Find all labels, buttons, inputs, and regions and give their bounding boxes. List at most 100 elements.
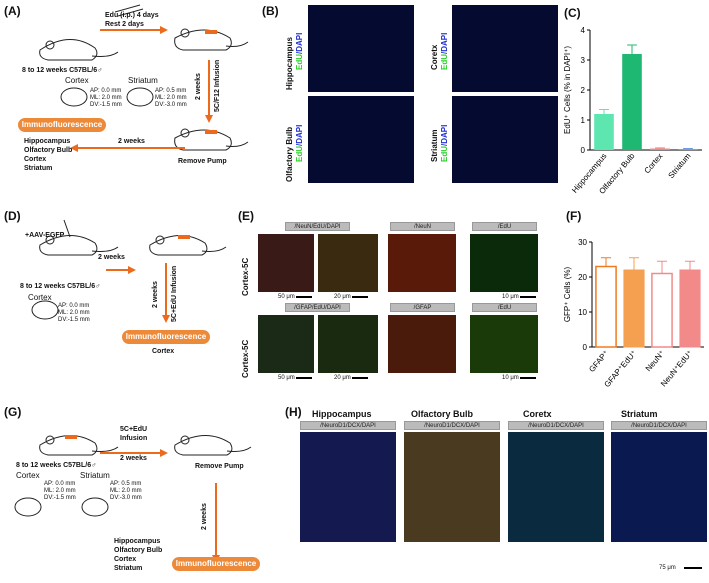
x-tick-label: Cortex [642,152,664,176]
bar [678,149,698,150]
d-infusion-label: 5C+EdU Infusion [171,265,178,322]
e-header-6: /EdU [472,303,537,312]
label-striatum-stain: EdU/DAPI [440,124,449,162]
y-tick-label: 20 [578,273,587,282]
label-olfactory-bulb: Olfactory Bulb [285,126,294,182]
panel-label-d: (D) [4,209,21,223]
h-title-coretx: Coretx [523,409,552,419]
e-header-2: /NeuN [390,222,455,231]
region-olfactory-bulb: Olfactory Bulb [24,147,73,154]
d-dv: DV:-1.5 mm [58,317,90,323]
label-olfactory-stain: EdU/DAPI [295,124,304,162]
d-region-cortex: Cortex [152,348,175,355]
g-cortex-dv: DV:-1.5 mm [44,495,76,501]
region-hippocampus: Hippocampus [24,138,71,145]
cortex-dv: DV:-1.5 mm [90,102,122,108]
bar [594,114,614,150]
bar [595,265,617,348]
e-row1-label: Cortex-5C [241,257,250,296]
e-micrograph-neun-overview [258,234,314,292]
d-mice-label: 8 to 12 weeks C57BL/6♂ [20,283,101,290]
x-tick-label: NeuN⁺ [644,349,667,374]
h-micrograph-hippocampus [300,432,396,542]
bar [622,54,642,150]
y-tick-label: 0 [581,146,586,155]
e-micrograph-edu-ortho-2 [470,315,538,373]
g-region-olfactory-bulb: Olfactory Bulb [114,547,163,554]
x-tick-label: Striatum [666,151,692,180]
g-region-cortex: Cortex [114,556,137,563]
e-header-4: /GFAP/EdU/DAPI [285,303,350,312]
e-scale-bar-20-row2 [352,377,368,379]
g-infusion: 5C+EdU [120,426,148,433]
micrograph-hippocampus [308,5,414,92]
immunofluorescence-badge: Immunofluorescence [18,118,106,132]
virus-label: +AAV-EGFP [25,232,65,239]
label-cortex: Coretx [430,44,439,70]
g-cortex-label: Cortex [16,471,40,480]
e-micrograph-neun-zoom [318,234,378,292]
label-hippocampus-stain: EdU/DAPI [295,32,304,70]
panel-label-g: (G) [4,405,22,419]
edu-step: Edu (i.p.) 4 days [105,12,159,19]
e-scale-20-row1: 20 μm [334,294,351,300]
bar [623,269,645,348]
d-cortex-label: Cortex [28,293,52,302]
g-cortex-ap: AP: 0.0 mm [44,481,76,487]
y-axis-label: GFP⁺ Cells (%) [563,267,572,323]
panel-label-e: (E) [238,209,254,223]
g-region-striatum: Striatum [114,565,143,572]
e-header-1: /NeuN/EdU/DAPI [285,222,350,231]
e-micrograph-gfap-zoom [318,315,378,373]
d-immunofluorescence-badge: Immunofluorescence [122,330,210,344]
remove-pump: Remove Pump [178,158,227,165]
g-remove-pump: Remove Pump [195,463,244,470]
panel-label-c: (C) [564,6,581,20]
e-scale-bar-20-row1 [352,296,368,298]
striatum-label: Striatum [128,76,158,85]
e-row2-label: Cortex-5C [241,339,250,378]
panel-label-f: (F) [566,209,582,223]
g-striatum-ml: ML: 2.0 mm [110,488,142,494]
e-micrograph-gfap-overview [258,315,314,373]
y-tick-label: 1 [581,116,586,125]
e-scale-bar-10-row1 [520,296,536,298]
region-cortex: Cortex [24,156,47,163]
e-scale-10-row2: 10 μm [502,375,519,381]
cortex-ap: AP: 0.0 mm [90,88,122,94]
d-ml: ML: 2.0 mm [58,310,90,316]
rest-step: Rest 2 days [105,21,144,28]
region-striatum: Striatum [24,165,53,172]
striatum-ap: AP: 0.5 mm [155,88,187,94]
h-header-1: /NeuroD1/DCX/DAPI [300,421,396,430]
label-striatum: Striatum [430,129,439,162]
bar [650,148,670,150]
e-header-5: /GFAP [390,303,455,312]
e-micrograph-gfap-ortho [388,315,456,373]
cortex-label: Cortex [65,76,89,85]
e-scale-50-row2: 50 μm [278,375,295,381]
h-scale-bar [684,567,702,569]
y-tick-label: 10 [578,308,587,317]
label-cortex-stain: EdU/DAPI [440,32,449,70]
panel-label-h: (H) [285,405,302,419]
g-cortex-ml: ML: 2.0 mm [44,488,76,494]
micrograph-striatum [452,96,558,183]
y-tick-label: 2 [581,86,586,95]
e-scale-bar-50-row1 [296,296,312,298]
e-scale-bar-50-row2 [296,377,312,379]
g-region-hippocampus: Hippocampus [114,538,161,545]
y-tick-label: 0 [583,343,588,352]
g-striatum-dv: DV:-3.0 mm [110,495,142,501]
weeks-vertical: 2 weeks [195,73,202,100]
label-hippocampus: Hippocampus [285,37,294,90]
g-weeks-horizontal: 2 weeks [120,455,147,462]
h-micrograph-striatum [611,432,707,542]
mice-label: 8 to 12 weeks C57BL/6♂ [22,67,103,74]
h-header-2: /NeuroD1/DCX/DAPI [404,421,500,430]
striatum-dv: DV:-3.0 mm [155,102,187,108]
y-tick-label: 4 [581,26,586,35]
h-header-4: /NeuroD1/DCX/DAPI [611,421,707,430]
